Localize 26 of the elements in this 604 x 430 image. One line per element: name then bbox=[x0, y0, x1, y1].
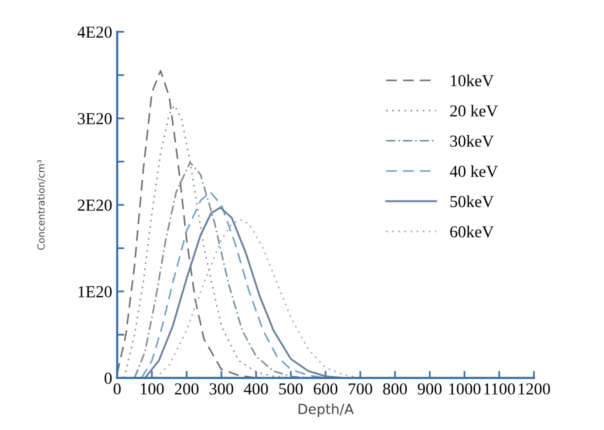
x-tick-label: 800 bbox=[383, 383, 407, 395]
x-tick-label: 1000 bbox=[449, 383, 481, 395]
x-tick-label: 200 bbox=[174, 383, 198, 395]
x-tick-label: 500 bbox=[279, 383, 303, 395]
x-tick-label: 100 bbox=[140, 383, 164, 395]
legend-label: 60keV bbox=[450, 226, 494, 238]
x-tick-label: 300 bbox=[210, 383, 234, 395]
x-tick-label: 700 bbox=[348, 383, 372, 395]
x-tick-label: 600 bbox=[314, 383, 338, 395]
legend-label: 40 keV bbox=[450, 165, 498, 178]
y-tick-label: 3E20 bbox=[78, 113, 112, 124]
y-tick-label: 1E20 bbox=[78, 286, 112, 298]
legend-label: 50keV bbox=[450, 195, 494, 208]
legend-label: 30keV bbox=[450, 135, 494, 147]
x-tick-label: 400 bbox=[244, 383, 268, 395]
legend-label: 20 keV bbox=[450, 104, 498, 117]
x-tick-label: 1100 bbox=[484, 383, 515, 395]
y-tick-label: 4E20 bbox=[77, 26, 112, 38]
x-tick-label: 1200 bbox=[518, 383, 550, 395]
x-axis-title: Depth/A bbox=[298, 404, 354, 417]
y-tick-label: 0 bbox=[104, 372, 112, 384]
y-axis-title: Concentration/cm³ bbox=[37, 160, 46, 250]
x-tick-label: 0 bbox=[114, 383, 121, 395]
x-tick-label: 900 bbox=[418, 383, 442, 395]
legend-label: 10keV bbox=[450, 74, 494, 86]
y-tick-label: 2E20 bbox=[78, 200, 112, 211]
